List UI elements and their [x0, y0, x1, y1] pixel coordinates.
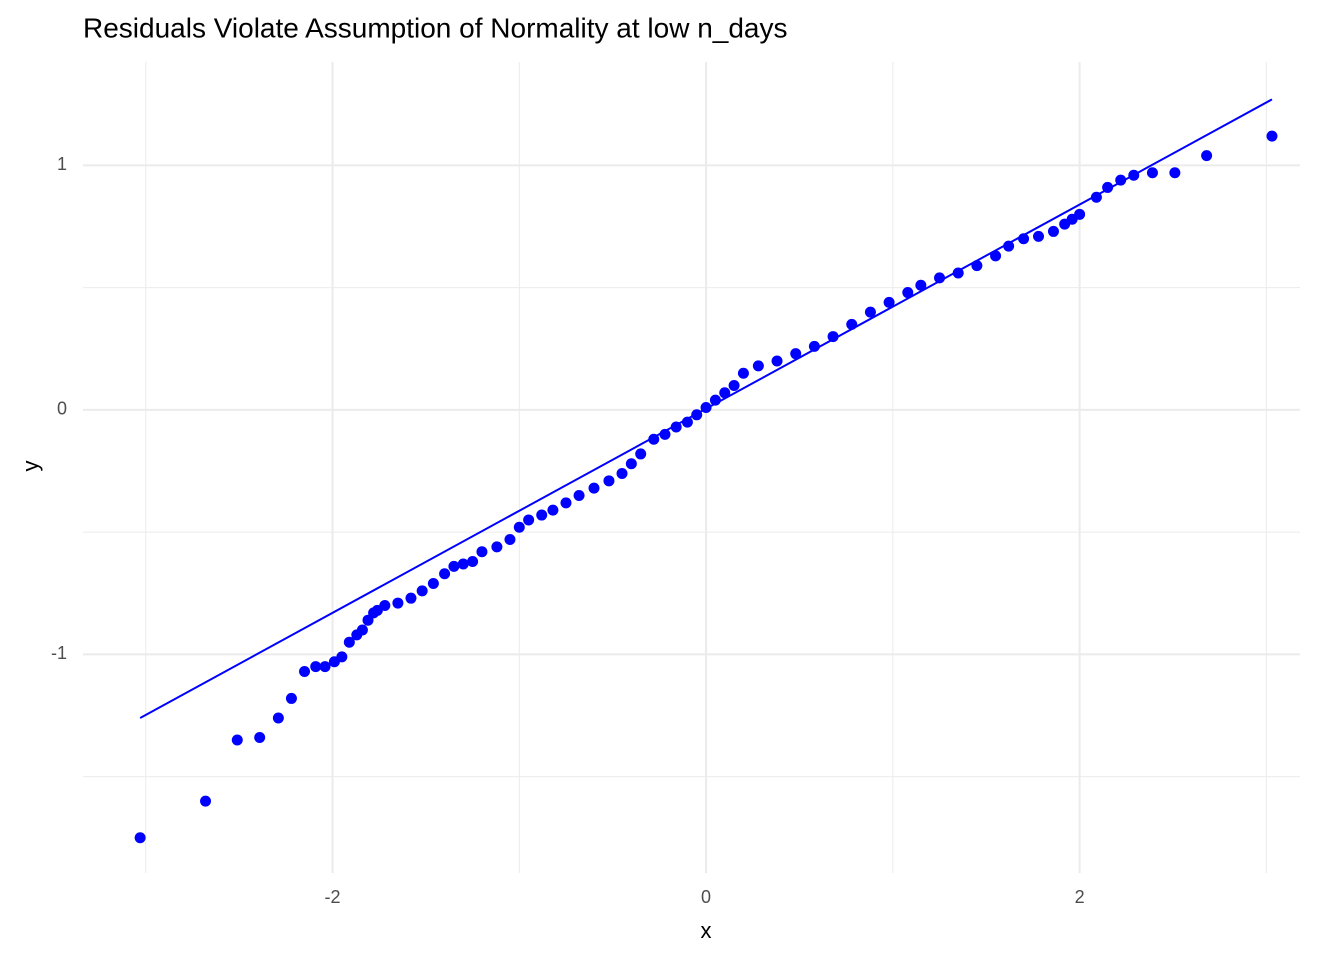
point — [990, 250, 1002, 262]
point — [1266, 130, 1278, 142]
point — [1169, 167, 1181, 179]
y-tick-label: -1 — [51, 643, 67, 663]
point — [728, 379, 740, 391]
point — [523, 514, 535, 526]
point — [547, 504, 559, 516]
point — [883, 296, 895, 308]
point — [343, 636, 355, 648]
point — [536, 509, 548, 521]
point — [864, 306, 876, 318]
point — [336, 651, 348, 663]
point — [231, 734, 243, 746]
point — [1146, 167, 1158, 179]
point — [476, 546, 488, 558]
y-axis-label: y — [18, 461, 43, 472]
x-axis-label: x — [701, 918, 712, 943]
point — [1201, 150, 1213, 162]
point — [299, 666, 311, 678]
point — [448, 560, 460, 572]
reference-line — [139, 98, 1273, 719]
point — [1003, 240, 1015, 252]
point — [1047, 225, 1059, 237]
x-tick-label: 2 — [1075, 887, 1085, 907]
point — [356, 624, 368, 636]
point — [1033, 230, 1045, 242]
point — [560, 497, 572, 509]
point — [272, 712, 284, 724]
point — [439, 568, 451, 580]
point — [827, 331, 839, 343]
point — [427, 578, 439, 590]
point — [467, 556, 479, 568]
y-tick-label: 0 — [57, 399, 67, 419]
point — [310, 661, 322, 673]
point — [625, 458, 637, 470]
x-tick-label: 0 — [701, 887, 711, 907]
chart-title: Residuals Violate Assumption of Normalit… — [83, 12, 788, 43]
point — [379, 600, 391, 612]
point — [285, 692, 297, 704]
point — [790, 348, 802, 360]
point — [1074, 208, 1086, 220]
point — [588, 482, 600, 494]
point — [405, 592, 417, 604]
point — [319, 661, 331, 673]
point — [915, 279, 927, 291]
point — [737, 367, 749, 379]
point — [603, 475, 615, 487]
point — [573, 489, 585, 501]
point — [616, 467, 628, 479]
point — [752, 360, 764, 372]
point — [902, 287, 914, 299]
point — [504, 534, 516, 546]
point — [254, 732, 266, 744]
x-tick-label: -2 — [325, 887, 341, 907]
point — [491, 541, 503, 553]
point — [635, 448, 647, 460]
point — [392, 597, 404, 609]
y-tick-label: 1 — [57, 154, 67, 174]
point — [457, 558, 469, 570]
point — [200, 795, 212, 807]
point — [719, 387, 731, 399]
point — [771, 355, 783, 367]
point — [416, 585, 428, 597]
point — [513, 521, 525, 533]
point — [134, 832, 146, 844]
